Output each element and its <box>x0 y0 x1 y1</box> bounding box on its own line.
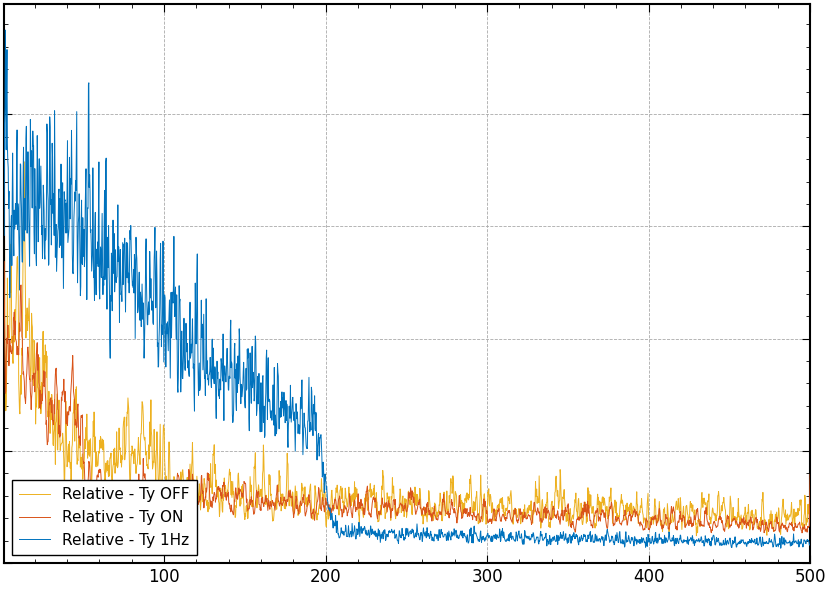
Line: Relative - Ty ON: Relative - Ty ON <box>4 261 810 533</box>
Relative - Ty ON <box>797 529 807 536</box>
Relative - Ty OFF <box>805 481 815 488</box>
Relative - Ty OFF <box>41 359 51 366</box>
Relative - Ty 1Hz <box>634 536 644 543</box>
Line: Relative - Ty 1Hz: Relative - Ty 1Hz <box>4 30 810 548</box>
Relative - Ty ON <box>0 258 9 265</box>
Relative - Ty OFF <box>691 532 701 539</box>
Relative - Ty 1Hz <box>41 237 51 244</box>
Relative - Ty 1Hz <box>782 540 792 547</box>
Relative - Ty OFF <box>0 195 9 202</box>
Relative - Ty OFF <box>19 158 29 165</box>
Relative - Ty OFF <box>370 504 380 512</box>
Relative - Ty ON <box>41 389 51 396</box>
Relative - Ty 1Hz <box>805 541 815 548</box>
Relative - Ty OFF <box>782 517 792 524</box>
Relative - Ty 1Hz <box>783 540 793 547</box>
Relative - Ty ON <box>781 523 791 530</box>
Relative - Ty 1Hz <box>392 531 402 538</box>
Relative - Ty 1Hz <box>370 527 380 535</box>
Line: Relative - Ty OFF: Relative - Ty OFF <box>4 162 810 536</box>
Relative - Ty OFF <box>783 510 793 517</box>
Relative - Ty OFF <box>634 512 644 519</box>
Relative - Ty 1Hz <box>776 545 786 552</box>
Relative - Ty ON <box>782 526 792 533</box>
Relative - Ty 1Hz <box>0 232 9 239</box>
Legend: Relative - Ty OFF, Relative - Ty ON, Relative - Ty 1Hz: Relative - Ty OFF, Relative - Ty ON, Rel… <box>12 480 198 555</box>
Relative - Ty ON <box>391 510 401 517</box>
Relative - Ty 1Hz <box>0 27 10 34</box>
Relative - Ty ON <box>634 519 644 526</box>
Relative - Ty ON <box>805 471 815 478</box>
Relative - Ty ON <box>369 498 379 505</box>
Relative - Ty OFF <box>392 507 402 514</box>
